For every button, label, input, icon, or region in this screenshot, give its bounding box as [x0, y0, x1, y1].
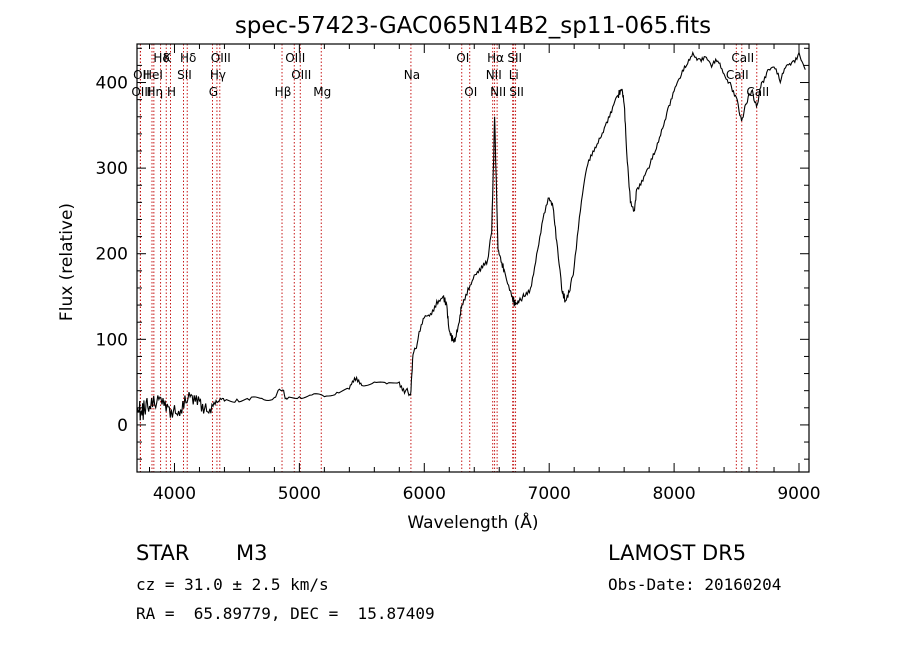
observation-date: Obs-Date: 20160204: [608, 575, 782, 594]
spectrum-line: [137, 50, 806, 421]
spectral-line-markers: [139, 44, 758, 472]
line-label: NII: [486, 68, 502, 82]
x-tick-label: 4000: [153, 484, 196, 504]
line-label: H: [167, 85, 176, 99]
x-tick-label: 6000: [403, 484, 446, 504]
y-tick-label: 400: [96, 74, 128, 94]
line-label: OIII: [211, 51, 231, 65]
line-label: SII: [507, 51, 522, 65]
line-label: SII: [509, 85, 524, 99]
object-class: STAR: [136, 541, 190, 565]
x-tick-label: 9000: [777, 484, 820, 504]
line-label: SII: [177, 68, 192, 82]
line-label: Hδ: [180, 51, 196, 65]
x-axis-label: Wavelength (Å): [407, 511, 538, 533]
y-axis-label: Flux (relative): [57, 203, 77, 321]
line-label: Hη: [147, 85, 164, 99]
line-label: HeI: [143, 68, 163, 82]
line-label: K: [163, 51, 172, 65]
line-label: OI: [456, 51, 469, 65]
x-tick-label: 8000: [652, 484, 695, 504]
survey-name: LAMOST DR5: [608, 541, 747, 565]
line-label: OI: [464, 85, 477, 99]
line-label: CaII: [726, 68, 749, 82]
spectral-subclass: M3: [236, 541, 268, 565]
redshift-readout: cz = 31.0 ± 2.5 km/s: [136, 575, 329, 594]
line-label: Hγ: [210, 68, 226, 82]
plot-frame: [136, 43, 810, 473]
line-label: OIII: [285, 51, 305, 65]
line-label: Na: [404, 68, 420, 82]
line-label: Hβ: [275, 85, 292, 99]
x-axis-ticks: 4000 5000 6000 7000 8000 9000: [148, 44, 821, 504]
line-label: CaII: [731, 51, 754, 65]
line-label: OIII: [131, 85, 151, 99]
coordinates-readout: RA = 65.89779, DEC = 15.87409: [136, 604, 435, 623]
line-label: Mg: [313, 85, 331, 99]
y-tick-label: 200: [96, 245, 128, 265]
line-label: Hα: [487, 51, 504, 65]
chart-title: spec-57423-GAC065N14B2_sp11-065.fits: [235, 13, 711, 39]
y-axis-ticks: 0 100 200 300 400: [96, 47, 809, 460]
line-label: OIII: [291, 68, 311, 82]
y-tick-label: 300: [96, 159, 128, 179]
y-tick-label: 0: [117, 416, 128, 436]
line-label: Li: [509, 68, 519, 82]
x-tick-label: 7000: [528, 484, 571, 504]
line-label: Hδ: [153, 51, 169, 65]
line-label: CaII: [746, 85, 769, 99]
y-tick-label: 100: [96, 330, 128, 350]
line-label: G: [209, 85, 218, 99]
x-tick-label: 5000: [278, 484, 321, 504]
line-label: NII: [490, 85, 506, 99]
